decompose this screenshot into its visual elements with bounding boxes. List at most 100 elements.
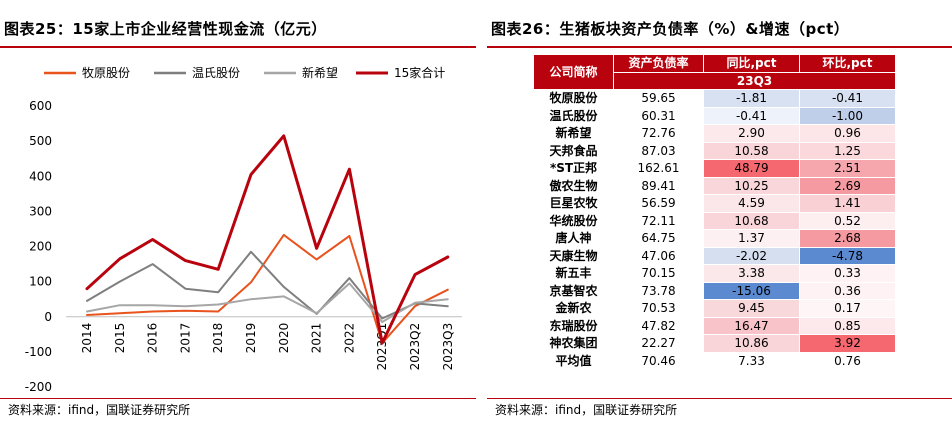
company-name-cell: 华统股份 [533,211,614,230]
debt-ratio-cell: 70.53 [613,299,704,318]
table-row: 温氏股份 60.31 -0.41 -1.00 [533,106,896,125]
yoy-change-cell: 10.68 [703,211,800,230]
company-name-cell: 温氏股份 [533,106,614,125]
qoq-change-cell: 1.41 [799,194,896,213]
y-tick-label: 0 [44,310,52,324]
left-source-rule [0,398,476,399]
qoq-change-cell: 2.69 [799,176,896,195]
table-row: 平均值 70.46 7.33 0.76 [533,351,896,370]
series-line-1 [86,250,449,320]
x-tick-label: 2023Q2 [408,323,422,371]
qoq-change-cell: 2.68 [799,229,896,248]
qoq-change-cell: -0.41 [799,89,896,108]
debt-ratio-table-panel: 图表26：生猪板块资产负债率（%）&增速（pct） 公司简称 资产负债率 同比,… [487,0,952,430]
table-row: 唐人神 64.75 1.37 2.68 [533,229,896,248]
x-tick-label: 2022 [342,323,356,354]
right-panel-title: 图表26：生猪板块资产负债率（%）&增速（pct） [491,20,850,38]
x-tick-label: 2016 [146,323,160,354]
qoq-change-cell: 0.85 [799,316,896,335]
yoy-change-cell: 16.47 [703,316,800,335]
yoy-change-cell: 10.58 [703,141,800,160]
qoq-change-cell: 0.52 [799,211,896,230]
table-row: 金新农 70.53 9.45 0.17 [533,299,896,318]
company-name-cell: 金新农 [533,299,614,318]
table-row: *ST正邦 162.61 48.79 2.51 [533,159,896,178]
cashflow-chart-panel: 图表25：15家上市企业经营性现金流（亿元） -200 -100 0 100 200 30… [0,20,476,417]
y-tick-label: -200 [25,380,52,394]
debt-ratio-cell: 47.82 [613,316,704,335]
qoq-change-cell: 0.76 [799,351,896,370]
table-row: 天康生物 47.06 -2.02 -4.78 [533,246,896,265]
debt-ratio-cell: 162.61 [613,159,704,178]
debt-ratio-cell: 59.65 [613,89,704,108]
debt-ratio-cell: 70.15 [613,264,704,283]
debt-ratio-cell: 70.46 [613,351,704,370]
x-tick-label: 2014 [80,323,94,354]
legend-label: 新希望 [302,65,338,80]
x-tick-label: 2021 [310,323,324,354]
header-yoy: 同比,pct [703,54,800,73]
yoy-change-cell: -15.06 [703,281,800,300]
debt-ratio-table: 公司简称 资产负债率 同比,pct 环比,pct 23Q3 牧原股份 59.65-… [533,54,896,370]
table-row: 傲农生物 89.41 10.25 2.69 [533,176,896,195]
yoy-change-cell: 1.37 [703,229,800,248]
yoy-change-cell: 10.25 [703,176,800,195]
company-name-cell: 牧原股份 [533,89,614,108]
right-source-note: 资料来源：ifind，国联证券研究所 [495,403,678,417]
company-name-cell: 天邦食品 [533,141,614,160]
company-name-cell: 天康生物 [533,246,614,265]
qoq-change-cell: -4.78 [799,246,896,265]
qoq-change-cell: -1.00 [799,106,896,125]
left-title-rule [0,46,476,48]
company-name-cell: 傲农生物 [533,176,614,195]
y-tick-label: 200 [29,240,52,254]
header-debt-ratio: 资产负债率 [613,54,704,73]
series-line-0 [86,233,449,345]
qoq-change-cell: 0.17 [799,299,896,318]
y-tick-label: 300 [29,204,52,218]
qoq-change-cell: 2.51 [799,159,896,178]
x-tick-label: 2017 [178,323,192,354]
debt-ratio-cell: 64.75 [613,229,704,248]
company-name-cell: 新五丰 [533,264,614,283]
company-name-cell: 唐人神 [533,229,614,248]
debt-ratio-cell: 22.27 [613,334,704,353]
debt-ratio-cell: 89.41 [613,176,704,195]
legend-label: 15家合计 [394,65,445,80]
table-row: 新五丰 70.15 3.38 0.33 [533,264,896,283]
cashflow-line-chart: -200 -100 0 100 200 300 400 500 600 2014 2015 2016 2… [25,65,462,394]
yoy-change-cell: -1.81 [703,89,800,108]
table-header-row: 公司简称 资产负债率 同比,pct 环比,pct [533,54,896,90]
y-tick-label: 600 [29,99,52,113]
debt-ratio-cell: 72.76 [613,124,704,143]
header-period: 23Q3 [613,71,896,90]
debt-ratio-cell: 87.03 [613,141,704,160]
company-name-cell: 东瑞股份 [533,316,614,335]
yoy-change-cell: 48.79 [703,159,800,178]
debt-ratio-cell: 72.11 [613,211,704,230]
debt-ratio-cell: 73.78 [613,281,704,300]
x-tick-label: 2018 [211,323,225,354]
table-row: 东瑞股份 47.82 16.47 0.85 [533,316,896,335]
series-line-2 [86,282,449,323]
debt-ratio-cell: 47.06 [613,246,704,265]
legend-label: 温氏股份 [192,66,240,80]
company-name-cell: 神农集团 [533,334,614,353]
table-row: 巨星农牧 56.59 4.59 1.41 [533,194,896,213]
qoq-change-cell: 1.25 [799,141,896,160]
series-line-3 [85,134,450,345]
y-tick-label: 400 [29,169,52,183]
company-name-cell: 京基智农 [533,281,614,300]
table-row: 天邦食品 87.03 10.58 1.25 [533,141,896,160]
yoy-change-cell: -0.41 [703,106,800,125]
yoy-change-cell: 10.86 [703,334,800,353]
y-tick-label: 100 [29,275,52,289]
table-row: 牧原股份 59.65 -1.81 -0.41 [533,89,896,108]
debt-ratio-cell: 60.31 [613,106,704,125]
left-source-note: 资料来源：ifind，国联证券研究所 [8,403,191,417]
qoq-change-cell: 0.33 [799,264,896,283]
company-name-cell: 巨星农牧 [533,194,614,213]
company-name-cell: *ST正邦 [533,159,614,178]
company-name-cell: 新希望 [533,124,614,143]
table-row: 新希望 72.76 2.90 0.96 [533,124,896,143]
